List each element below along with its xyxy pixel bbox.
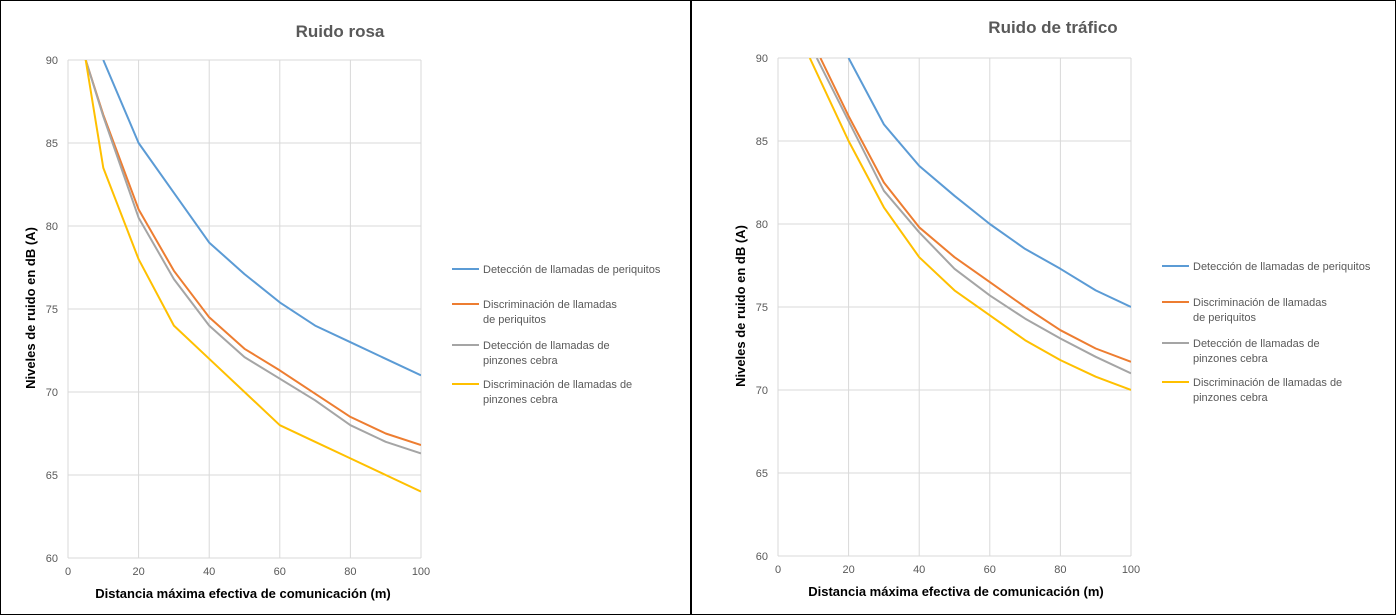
y-tick-label: 65 xyxy=(756,468,768,480)
y-tick-label: 70 xyxy=(756,385,768,397)
x-tick-label: 80 xyxy=(1054,564,1066,576)
legend-entry: Detección de llamadas de pinzones cebra xyxy=(1193,338,1320,365)
y-tick-label: 80 xyxy=(46,221,58,233)
x-tick-label: 80 xyxy=(344,566,356,578)
plot-area: 60 65 70 75 80 85 90 0 20 40 60 80 100 xyxy=(46,55,430,578)
legend-entry: Discriminación de llamadas de pinzones ce… xyxy=(483,379,632,406)
y-tick-label: 60 xyxy=(46,553,58,565)
y-tick-label: 75 xyxy=(46,304,58,316)
series-line xyxy=(84,60,421,447)
x-tick-label: 20 xyxy=(132,566,144,578)
y-axis-label: Niveles de ruido en dB (A) xyxy=(23,227,38,389)
series-line xyxy=(102,60,421,377)
legend-entry: Discriminación de llamadas de periquitos xyxy=(1193,297,1327,324)
series-line xyxy=(815,58,1131,375)
y-tick-label: 90 xyxy=(756,53,768,65)
series-line xyxy=(84,60,421,455)
y-tick-label: 60 xyxy=(756,551,768,563)
chart-title: Ruido rosa xyxy=(296,22,385,41)
plot-area: 60 65 70 75 80 85 90 0 20 40 60 80 100 xyxy=(756,53,1140,576)
y-tick-label: 90 xyxy=(46,55,58,67)
x-tick-label: 60 xyxy=(274,566,286,578)
y-tick-label: 85 xyxy=(756,136,768,148)
y-tick-label: 70 xyxy=(46,387,58,399)
chart-ruido-trafico: Ruido de tráfico Niveles de ruido en dB … xyxy=(691,0,1396,615)
x-tick-label: 100 xyxy=(412,566,430,578)
series-line xyxy=(84,60,421,493)
x-tick-label: 20 xyxy=(842,564,854,576)
legend-entry: Discriminación de llamadas de pinzones ce… xyxy=(1193,377,1342,404)
x-tick-label: 0 xyxy=(775,564,781,576)
x-tick-label: 40 xyxy=(913,564,925,576)
x-axis-label: Distancia máxima efectiva de comunicació… xyxy=(808,584,1104,599)
x-tick-label: 40 xyxy=(203,566,215,578)
chart-title: Ruido de tráfico xyxy=(988,18,1117,37)
legend-entry: Detección de llamadas de periquitos xyxy=(1193,261,1371,273)
x-tick-label: 0 xyxy=(65,566,71,578)
y-axis-label: Niveles de ruido en dB (A) xyxy=(733,225,748,387)
series-line xyxy=(847,58,1131,308)
x-tick-label: 100 xyxy=(1122,564,1140,576)
legend-entry: Discriminación de llamadas de periquitos xyxy=(483,299,617,326)
y-tick-label: 80 xyxy=(756,219,768,231)
y-tick-label: 75 xyxy=(756,302,768,314)
legend: Detección de llamadas de periquitos Discr… xyxy=(1162,261,1371,404)
x-axis-label: Distancia máxima efectiva de comunicació… xyxy=(95,586,391,601)
legend-entry: Detección de llamadas de periquitos xyxy=(483,264,661,276)
series-line xyxy=(819,58,1131,363)
y-tick-label: 85 xyxy=(46,138,58,150)
y-tick-label: 65 xyxy=(46,470,58,482)
chart-ruido-rosa: Ruido rosa Niveles de ruido en dB (A) Di… xyxy=(0,0,691,615)
series-line xyxy=(808,58,1131,391)
x-tick-label: 60 xyxy=(984,564,996,576)
legend-entry: Detección de llamadas de pinzones cebra xyxy=(483,340,610,367)
legend: Detección de llamadas de periquitos Discr… xyxy=(452,264,661,406)
